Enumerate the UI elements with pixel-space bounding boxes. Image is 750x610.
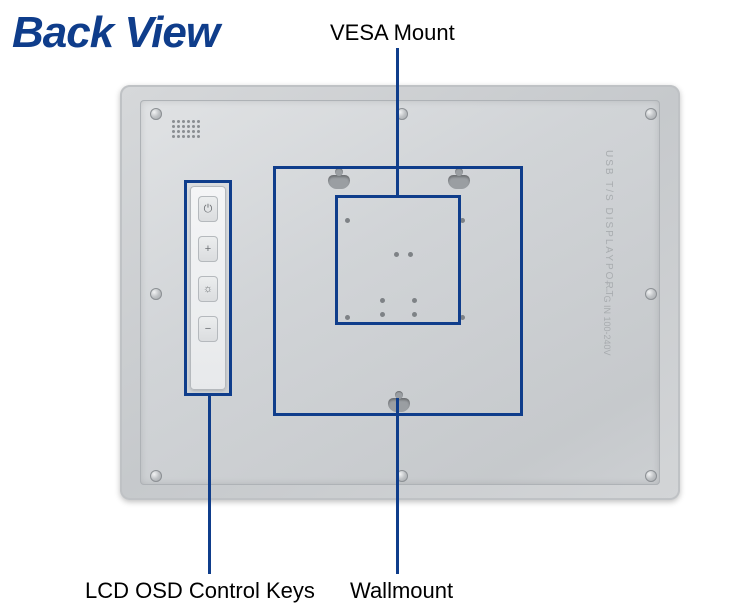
- callout-line-osd: [208, 394, 211, 574]
- page-title: Back View: [12, 8, 219, 58]
- screw: [645, 470, 657, 482]
- screw: [645, 288, 657, 300]
- osd-highlight: [184, 180, 232, 396]
- speaker-grille: [172, 120, 198, 140]
- vesa-inner-highlight: [335, 195, 461, 325]
- port-label-text: USB T/S DISPLAYPORT: [603, 150, 614, 299]
- screw: [150, 288, 162, 300]
- screw: [645, 108, 657, 120]
- screw: [150, 470, 162, 482]
- diagram-stage: Back View VESA Mount LCD OSD Control Key…: [0, 0, 750, 610]
- label-vesa-mount: VESA Mount: [330, 20, 455, 46]
- callout-line-vesa: [396, 48, 399, 198]
- callout-line-wallmount: [396, 398, 399, 574]
- label-wallmount: Wallmount: [350, 578, 453, 604]
- screw: [150, 108, 162, 120]
- power-label-text: + − G IN 100-240V: [602, 280, 612, 356]
- label-osd-keys: LCD OSD Control Keys: [85, 578, 315, 604]
